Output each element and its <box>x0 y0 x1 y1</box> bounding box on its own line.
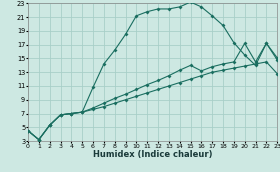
X-axis label: Humidex (Indice chaleur): Humidex (Indice chaleur) <box>93 150 212 159</box>
